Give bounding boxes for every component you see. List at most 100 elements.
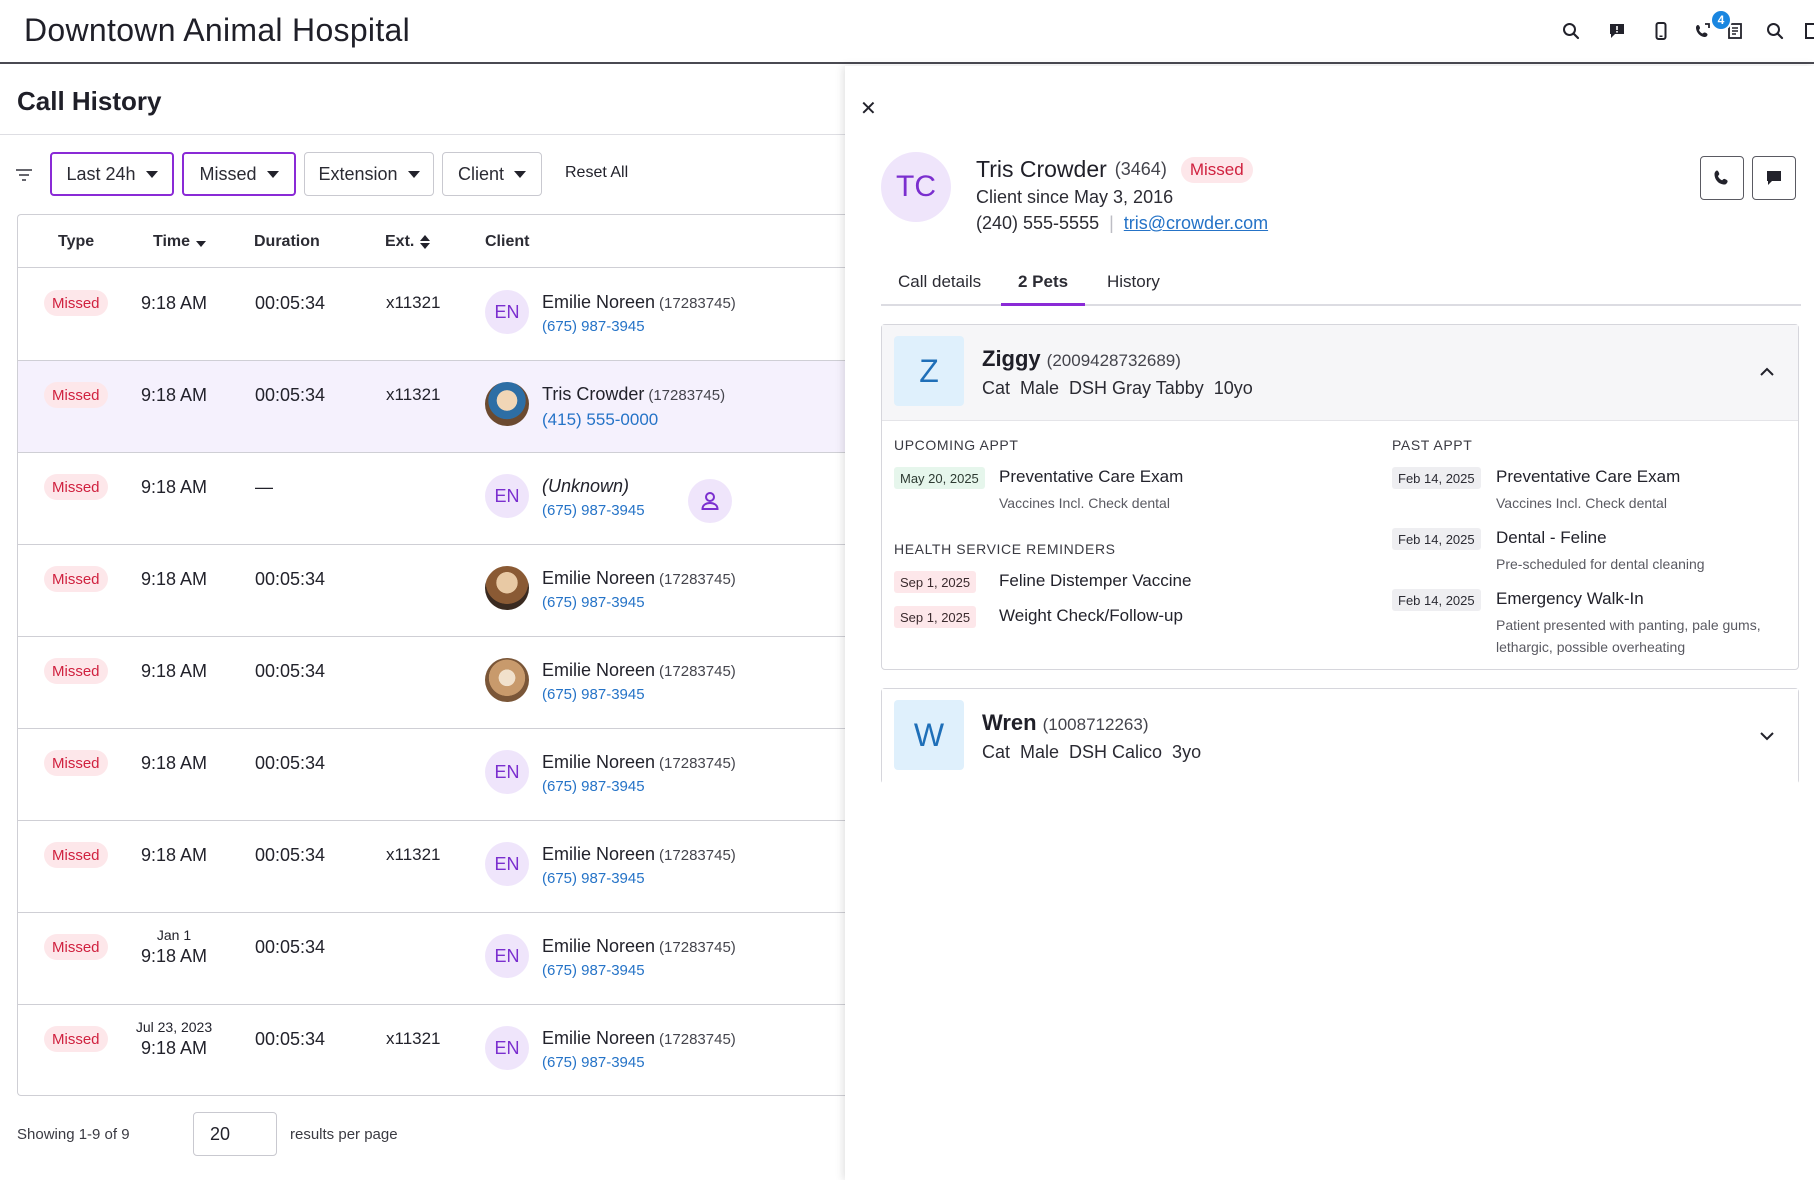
appointment-date: Feb 14, 2025 (1392, 528, 1481, 550)
client-name-text: Emilie Noreen (542, 844, 656, 864)
client-email-link[interactable]: tris@crowder.com (1123, 213, 1269, 233)
pet-name: Wren (1008712263) (982, 710, 1148, 736)
column-duration[interactable]: Duration (254, 233, 320, 251)
reminder-title[interactable]: Feline Distemper Vaccine (999, 571, 1192, 590)
status-badge: Missed (44, 658, 108, 684)
table-row[interactable]: Missed 9:18 AM 00:05:34 x11321 Tris Crow… (18, 361, 847, 453)
table-row[interactable]: Missed 9:18 AM 00:05:34 x11321 EN Emilie… (18, 269, 847, 361)
close-icon[interactable]: ✕ (860, 98, 877, 120)
client-phone-link[interactable]: (415) 555-0000 (542, 410, 659, 429)
pet-id: (2009428732689) (1046, 351, 1181, 370)
table-row[interactable]: Missed 9:18 AM 00:05:34 Emilie Noreen (17… (18, 637, 847, 729)
appointment-title[interactable]: Preventative Care Exam (1496, 467, 1681, 486)
tab-pets[interactable]: 2 Pets (1018, 272, 1069, 291)
table-row[interactable]: Missed 9:18 AM 00:05:34 EN Emilie Noreen… (18, 729, 847, 821)
message-button[interactable] (1752, 156, 1796, 200)
call-button[interactable] (1700, 156, 1744, 200)
pet-card: Z Ziggy (2009428732689) Cat Male DSH Gray… (881, 324, 1799, 670)
status-badge: Missed (44, 1026, 108, 1052)
table-row[interactable]: Missed 9:18 AM 00:05:34 x11321 EN Emilie… (18, 821, 847, 913)
window-icon[interactable] (1802, 20, 1814, 42)
fax-icon[interactable] (1724, 20, 1746, 42)
client-phone-link[interactable]: (675) 987-3945 (542, 502, 645, 519)
phone-forward-icon[interactable] (1692, 20, 1714, 42)
client-phone-link[interactable]: (675) 987-3945 (542, 962, 645, 979)
client-name-text: Tris Crowder (976, 156, 1107, 182)
avatar: EN (485, 750, 529, 794)
table-row[interactable]: Missed Jan 1 9:18 AM 00:05:34 EN Emilie N… (18, 913, 847, 1005)
call-time-value: 9:18 AM (140, 1038, 208, 1058)
pet-card-header[interactable]: Z Ziggy (2009428732689) Cat Male DSH Gray… (882, 325, 1798, 421)
column-time[interactable]: Time (153, 233, 207, 251)
client-phone-link[interactable]: (675) 987-3945 (542, 1054, 645, 1071)
appointment-note: Vaccines Incl. Check dental (1496, 495, 1667, 511)
search-icon[interactable] (1560, 20, 1582, 42)
appointment-title[interactable]: Dental - Feline (1496, 528, 1607, 547)
filter-time[interactable]: Last 24h (50, 152, 174, 196)
avatar: EN (485, 474, 529, 518)
column-type[interactable]: Type (58, 233, 94, 251)
pet-details: Cat Male DSH Gray Tabby 10yo (982, 378, 1253, 398)
table-row[interactable]: Missed Jul 23, 2023 9:18 AM 00:05:34 x113… (18, 1005, 847, 1095)
client-name-text: Emilie Noreen (542, 660, 656, 680)
appointment-note: Vaccines Incl. Check dental (999, 495, 1170, 511)
pet-name-text: Wren (982, 710, 1037, 735)
filter-type-label: Missed (199, 163, 257, 184)
table-row[interactable]: Missed 9:18 AM 00:05:34 Emilie Noreen (17… (18, 545, 847, 637)
add-contact-button[interactable] (688, 479, 732, 523)
tab-history[interactable]: History (1107, 272, 1160, 291)
filter-icon[interactable] (15, 166, 33, 184)
search-icon[interactable] (1764, 20, 1786, 42)
client-detail-drawer: ✕ TC Tris Crowder (3464) Missed Client s… (845, 66, 1814, 1180)
results-per-page-input[interactable]: 20 (193, 1112, 277, 1156)
status-badge: Missed (44, 290, 108, 316)
client-phone-link[interactable]: (675) 987-3945 (542, 686, 645, 703)
app-title: Downtown Animal Hospital (24, 12, 411, 48)
chevron-up-icon[interactable] (1758, 363, 1776, 381)
sort-icon (420, 235, 431, 249)
appointment-date: Feb 14, 2025 (1392, 589, 1481, 611)
chat-alert-icon[interactable] (1606, 20, 1628, 42)
pet-avatar: Z (894, 336, 964, 406)
call-duration: 00:05:34 (255, 661, 326, 681)
status-badge: Missed (1180, 156, 1253, 183)
pet-card-header[interactable]: W Wren (1008712263) Cat Male DSH Calico 3… (882, 689, 1798, 785)
filter-type[interactable]: Missed (182, 152, 296, 196)
client-id: (17283745) (648, 387, 726, 404)
client-name: Tris Crowder (17283745) (542, 384, 725, 405)
client-name: Emilie Noreen (17283745) (542, 1028, 736, 1049)
call-history-table: Type Time Duration Ext. Client Missed 9:… (17, 214, 847, 1096)
call-extension: x11321 (386, 1029, 441, 1048)
column-client[interactable]: Client (485, 233, 529, 251)
filter-bar: Last 24h Missed Extension Client Reset A… (0, 152, 845, 198)
reminder-title[interactable]: Weight Check/Follow-up (999, 606, 1183, 625)
filter-extension[interactable]: Extension (304, 152, 434, 196)
mobile-phone-icon[interactable] (1650, 20, 1672, 42)
client-phone-link[interactable]: (675) 987-3945 (542, 594, 645, 611)
appointment-note: Pre-scheduled for dental cleaning (1496, 556, 1705, 572)
call-time: 9:18 AM (140, 385, 208, 405)
call-duration: 00:05:34 (255, 937, 326, 957)
pet-name: Ziggy (2009428732689) (982, 346, 1181, 372)
appointment-date: Feb 14, 2025 (1392, 467, 1481, 489)
reset-all-button[interactable]: Reset All (565, 164, 629, 181)
client-phone-link[interactable]: (675) 987-3945 (542, 778, 645, 795)
tab-call-details[interactable]: Call details (898, 272, 982, 291)
client-phone-link[interactable]: (675) 987-3945 (542, 870, 645, 887)
filter-client[interactable]: Client (442, 152, 542, 196)
pet-details: Cat Male DSH Calico 3yo (982, 742, 1202, 762)
pet-card: W Wren (1008712263) Cat Male DSH Calico 3… (881, 688, 1799, 785)
avatar: EN (485, 290, 529, 334)
table-row[interactable]: Missed 9:18 AM — EN (Unknown) (675) 987-… (18, 453, 847, 545)
appointment-title[interactable]: Preventative Care Exam (999, 467, 1184, 486)
avatar: EN (485, 842, 529, 886)
notification-badge: 4 (1710, 9, 1732, 31)
chevron-down-icon[interactable] (1758, 727, 1776, 745)
column-type-label: Type (58, 233, 95, 250)
client-phone-link[interactable]: (675) 987-3945 (542, 318, 645, 335)
column-ext[interactable]: Ext. (385, 233, 431, 251)
client-name-text: Emilie Noreen (542, 936, 656, 956)
appointment-title[interactable]: Emergency Walk-In (1496, 589, 1644, 608)
call-time: 9:18 AM (140, 293, 208, 313)
status-badge: Missed (44, 382, 108, 408)
